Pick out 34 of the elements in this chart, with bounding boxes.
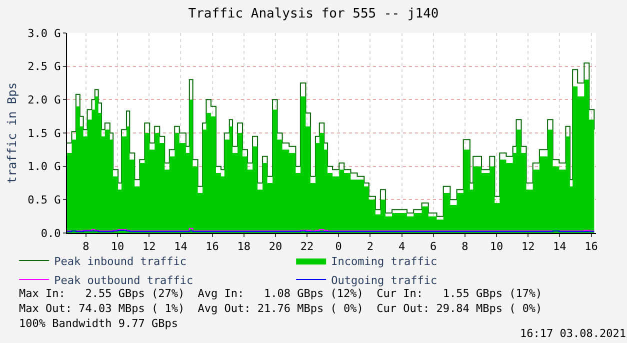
y-tick-label: 2.0 G: [28, 94, 61, 107]
x-tick-label: 2: [366, 240, 374, 254]
x-tick-label: 0: [335, 240, 342, 254]
y-tick-label: 0.0: [40, 226, 61, 240]
legend-label: Peak inbound traffic: [54, 254, 187, 268]
legend-label: Outgoing traffic: [331, 274, 438, 287]
x-tick-label: 8: [462, 240, 468, 254]
y-tick-label: 1.5 G: [28, 126, 61, 140]
text: Max Out: 74.03 MBps ( 1%) Avg Out: 21.76 MBps ( 0%) Cur Out: 29.84 MBps ( 0%): [19, 302, 542, 315]
x-tick-label: 10: [110, 240, 124, 254]
legend-label: Peak outbound traffic: [54, 274, 194, 287]
chart-title: Traffic Analysis for 555 -- j140: [188, 6, 439, 22]
x-tick-label: 14: [174, 240, 188, 254]
x-tick-label: 18: [237, 240, 250, 254]
text: 100% Bandwidth 9.77 GBps: [19, 317, 178, 330]
x-tick-label: 4: [398, 240, 406, 254]
x-tick-label: 10: [490, 240, 504, 254]
text: Max In: 2.55 GBps (27%) Avg In: 1.08 GBps (12%) Cur In: 1.55 GBps (17%): [19, 287, 542, 300]
y-tick-label: 3.0 G: [28, 26, 61, 40]
x-tick-label: 20: [268, 240, 282, 254]
y-tick-label: 0.5 G: [28, 194, 61, 207]
text: 16:17 03.08.2021: [520, 327, 626, 340]
y-tick-label: 2.5 G: [28, 60, 61, 74]
y-axis-title: traffic in Bps: [4, 82, 19, 184]
x-tick-label: 16: [206, 240, 219, 254]
x-tick-label: 22: [300, 240, 314, 254]
x-tick-label: 6: [430, 240, 437, 254]
legend-label: Incoming traffic: [331, 254, 438, 268]
y-tick-label: 1.0 G: [28, 160, 61, 174]
x-tick-label: 14: [553, 240, 567, 254]
x-tick-label: 12: [521, 240, 535, 254]
x-tick-label: 16: [584, 240, 598, 254]
x-tick-label: 8: [82, 240, 90, 254]
x-tick-label: 12: [142, 240, 156, 254]
